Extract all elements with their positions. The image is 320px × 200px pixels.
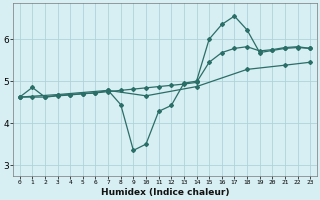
X-axis label: Humidex (Indice chaleur): Humidex (Indice chaleur)	[101, 188, 229, 197]
